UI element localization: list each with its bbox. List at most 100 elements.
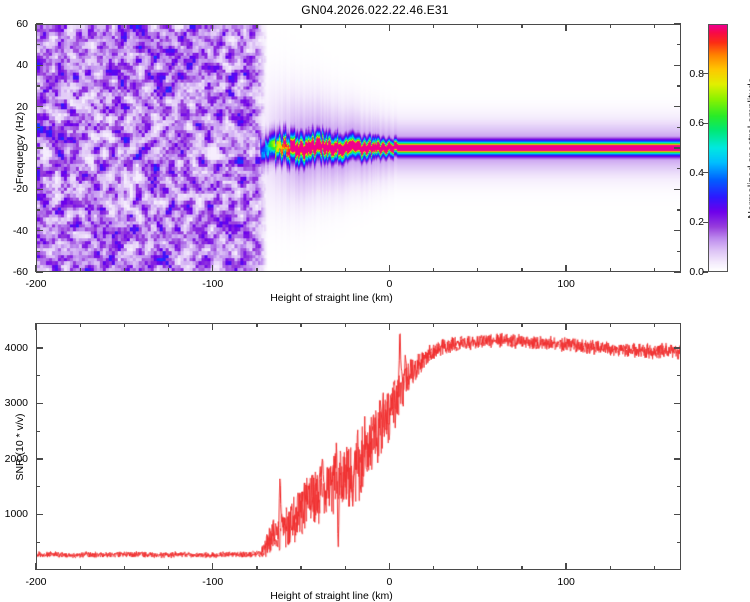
- axis-tick: [677, 126, 681, 128]
- y-tick-label: 60: [16, 18, 28, 30]
- axis-tick: [674, 402, 681, 405]
- axis-tick: [677, 209, 681, 211]
- axis-tick: [36, 347, 43, 349]
- x-tick-label: -200: [25, 278, 47, 290]
- y-tick-label: 40: [16, 59, 28, 72]
- axis-tick: [212, 323, 214, 330]
- axis-tick: [677, 486, 681, 488]
- axis-tick: [677, 44, 681, 46]
- axis-tick: [674, 188, 681, 190]
- axis-tick: [674, 106, 681, 108]
- colorbar-title: Normalized spectral amplitude: [746, 77, 750, 219]
- spectrogram-y-axis-title: Frequency (Hz): [14, 111, 26, 185]
- axis-tick: [674, 513, 681, 516]
- axis-tick: [388, 24, 391, 31]
- x-tick-label: 100: [557, 278, 575, 290]
- axis-tick: [674, 23, 681, 25]
- axis-tick: [388, 323, 391, 330]
- x-tick-label: 0: [386, 576, 393, 588]
- axis-tick: [123, 24, 125, 28]
- axis-tick: [35, 265, 37, 272]
- colorbar-tick-label: 0.6: [689, 117, 704, 130]
- colorbar-tick: [703, 172, 708, 174]
- axis-tick: [79, 566, 81, 570]
- axis-tick: [36, 230, 43, 232]
- axis-tick: [565, 265, 567, 272]
- axis-tick: [677, 541, 681, 543]
- x-tick-label: 100: [557, 576, 575, 588]
- colorbar-tick: [703, 72, 708, 75]
- axis-tick: [477, 268, 479, 272]
- axis-tick: [36, 188, 43, 190]
- axis-tick: [36, 271, 43, 273]
- axis-tick: [167, 323, 170, 327]
- axis-tick: [79, 268, 81, 272]
- axis-tick: [653, 24, 656, 28]
- figure-title: GN04.2026.022.22.46.E31: [301, 3, 449, 17]
- axis-tick: [674, 230, 681, 232]
- axis-tick: [212, 563, 214, 570]
- snr-panel: [36, 323, 681, 570]
- axis-tick: [36, 458, 43, 460]
- axis-tick: [609, 268, 611, 272]
- axis-tick: [388, 265, 391, 272]
- axis-tick: [300, 268, 302, 272]
- axis-tick: [674, 271, 681, 273]
- axis-tick: [521, 268, 523, 272]
- axis-tick: [477, 566, 479, 570]
- snr-x-axis-title: Height of straight line (km): [270, 590, 393, 602]
- axis-tick: [35, 24, 37, 31]
- y-tick-label: 3000: [4, 397, 28, 410]
- axis-tick: [256, 268, 258, 272]
- axis-tick: [677, 375, 681, 377]
- y-tick-label: 2000: [4, 452, 28, 465]
- axis-tick: [521, 566, 523, 570]
- axis-tick: [36, 64, 43, 66]
- axis-tick: [35, 563, 37, 570]
- spectrogram-x-axis-title: Height of straight line (km): [270, 292, 393, 304]
- axis-tick: [344, 323, 346, 327]
- spectrogram-panel: [36, 24, 681, 272]
- axis-tick: [123, 566, 125, 570]
- snr-frame: [36, 323, 681, 570]
- axis-tick: [36, 541, 40, 543]
- axis-tick: [432, 566, 435, 570]
- axis-tick: [212, 24, 214, 31]
- colorbar-tick: [703, 221, 708, 224]
- axis-tick: [36, 209, 40, 211]
- axis-tick: [256, 323, 258, 327]
- y-tick-label: 4000: [4, 341, 28, 354]
- axis-tick: [300, 24, 302, 28]
- axis-tick: [123, 323, 125, 327]
- axis-tick: [521, 323, 523, 327]
- axis-tick: [300, 323, 302, 327]
- axis-tick: [677, 85, 681, 87]
- axis-tick: [256, 24, 258, 28]
- axis-tick: [344, 566, 346, 570]
- axis-tick: [344, 268, 346, 272]
- axis-tick: [212, 265, 214, 272]
- axis-tick: [36, 44, 40, 46]
- colorbar-gradient: [709, 25, 727, 271]
- axis-tick: [36, 250, 40, 252]
- axis-tick: [609, 566, 611, 570]
- axis-tick: [674, 64, 681, 66]
- colorbar-tick-label: 0.8: [689, 67, 704, 80]
- axis-tick: [344, 24, 346, 28]
- axis-tick: [432, 323, 435, 327]
- colorbar-tick-label: 0.0: [689, 266, 704, 278]
- axis-tick: [79, 323, 81, 327]
- axis-tick: [565, 323, 567, 330]
- colorbar-tick-label: 0.2: [689, 216, 704, 229]
- colorbar: [708, 24, 728, 272]
- axis-tick: [609, 323, 611, 327]
- axis-tick: [565, 24, 567, 31]
- axis-tick: [123, 268, 125, 272]
- axis-tick: [36, 402, 43, 405]
- axis-tick: [677, 430, 681, 432]
- axis-tick: [565, 563, 567, 570]
- axis-tick: [36, 168, 40, 170]
- colorbar-tick: [703, 271, 708, 273]
- snr-y-axis-title: SNR (10 * v/v): [14, 412, 26, 481]
